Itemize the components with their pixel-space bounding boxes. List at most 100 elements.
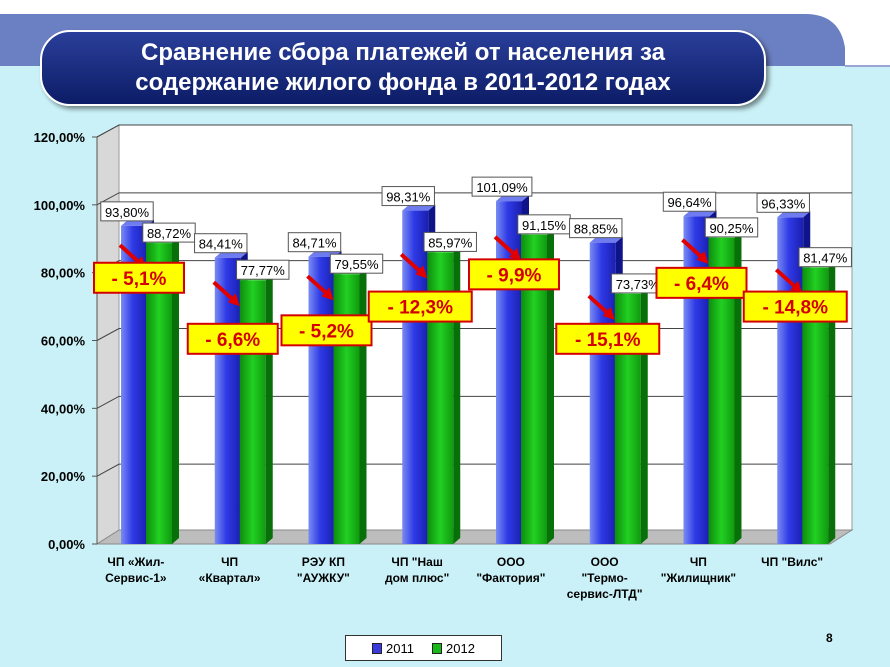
category-label: РЭУ КП xyxy=(302,555,345,569)
bar-2012-side xyxy=(359,268,367,544)
gridline xyxy=(96,192,852,206)
decrease-arrow-head xyxy=(227,293,240,307)
change-label: - 5,2% xyxy=(299,321,354,342)
value-label-2012: 81,47% xyxy=(803,251,848,266)
value-label-2011-box xyxy=(756,192,810,213)
value-label-2012-box xyxy=(704,217,759,238)
decrease-arrow-head xyxy=(602,306,615,320)
change-box xyxy=(655,266,748,299)
decrease-arrow-shaft xyxy=(212,280,236,302)
decrease-arrow-head xyxy=(696,250,709,264)
value-label-2011: 84,71% xyxy=(292,236,337,251)
value-label-2011-box xyxy=(100,201,154,222)
change-label: - 9,9% xyxy=(487,265,542,286)
category-label: ЧП xyxy=(221,555,238,569)
decrease-arrow-shaft xyxy=(587,294,611,316)
change-label: - 6,6% xyxy=(205,330,260,351)
value-label-2011: 101,09% xyxy=(476,180,528,195)
category-label: Сервис-1» xyxy=(105,571,167,585)
page-number: 8 xyxy=(826,631,833,645)
value-label-2011: 96,64% xyxy=(667,195,712,210)
bar-2012-side xyxy=(547,228,554,544)
value-label-2011-box xyxy=(287,232,342,253)
bar-2011 xyxy=(308,256,335,544)
category-label: ЧП «Жил- xyxy=(107,555,164,569)
legend-item-2012: 2012 xyxy=(432,641,475,656)
bar-2012-side xyxy=(265,274,273,544)
value-label-2011-box xyxy=(194,233,248,254)
decrease-arrow-head xyxy=(509,247,521,261)
value-label-2012: 85,97% xyxy=(428,235,473,250)
change-box xyxy=(186,322,279,355)
decrease-arrow-shaft xyxy=(774,268,798,290)
decrease-arrow-shaft xyxy=(493,235,517,257)
value-label-2012: 91,15% xyxy=(522,218,567,233)
legend-swatch-2012 xyxy=(432,642,443,654)
value-label-2012: 77,77% xyxy=(241,263,286,278)
category-label: «Квартал» xyxy=(199,571,261,585)
category-label: дом плюс" xyxy=(385,571,449,585)
change-label: - 14,8% xyxy=(763,298,829,319)
value-label-2012: 73,73% xyxy=(616,277,661,292)
change-label: - 15,1% xyxy=(575,330,641,351)
value-label-2011: 98,31% xyxy=(386,190,431,205)
title-line-2: содержание жилого фонда в 2011-2012 года… xyxy=(135,69,671,96)
value-label-2012-box xyxy=(236,259,290,280)
category-label: ЧП "Вилс" xyxy=(761,555,823,569)
category-label: "Термо- xyxy=(581,571,627,585)
value-label-2012: 88,72% xyxy=(147,226,192,241)
y-tick-label: 80,00% xyxy=(41,266,86,281)
value-label-2011: 84,41% xyxy=(199,237,244,252)
bar-2011 xyxy=(683,216,710,544)
legend-label-2012: 2012 xyxy=(446,640,475,656)
decrease-arrow-shaft xyxy=(118,243,142,265)
decrease-arrow-shaft xyxy=(399,252,423,274)
value-label-2012-box xyxy=(423,231,477,252)
y-tick-label: 60,00% xyxy=(41,334,86,349)
y-tick-label: 40,00% xyxy=(41,401,86,416)
y-tick-label: 120,00% xyxy=(34,130,86,145)
value-label-2012-box xyxy=(142,222,196,243)
category-label: ЧП xyxy=(690,555,707,569)
bar-2012-side xyxy=(172,237,179,544)
value-label-2011: 96,33% xyxy=(761,196,806,211)
value-label-2011: 93,80% xyxy=(105,205,150,220)
category-label: "АУЖКУ" xyxy=(297,571,350,585)
change-box xyxy=(280,314,373,347)
value-label-2011-box xyxy=(471,176,533,197)
value-label-2011-box xyxy=(381,186,435,207)
change-label: - 5,1% xyxy=(112,269,167,290)
decrease-arrow-head xyxy=(321,287,334,301)
change-box xyxy=(93,261,185,294)
decrease-arrow-head xyxy=(415,265,428,279)
value-label-2012: 90,25% xyxy=(709,221,754,236)
value-label-2012-box xyxy=(329,253,384,274)
category-label: ООО xyxy=(497,555,525,569)
value-label-2011: 88,85% xyxy=(574,222,619,237)
bar-2012-side xyxy=(734,231,742,544)
legend-label-2011: 2011 xyxy=(386,640,415,656)
change-box xyxy=(468,258,560,291)
y-tick-label: 20,00% xyxy=(41,469,86,484)
change-box xyxy=(367,290,473,323)
legend-swatch-2011 xyxy=(372,642,383,654)
legend-item-2011: 2011 xyxy=(372,641,414,656)
bar-2011 xyxy=(777,217,804,544)
decrease-arrow-shaft xyxy=(681,238,704,260)
category-label: сервис-ЛТД" xyxy=(567,587,643,601)
decrease-arrow-head xyxy=(790,280,803,294)
value-label-2011-box xyxy=(569,218,623,239)
decrease-arrow-shaft xyxy=(306,274,329,296)
change-box xyxy=(555,322,661,355)
category-label: ЧП "Наш xyxy=(391,555,442,569)
chart-legend: 2011 2012 xyxy=(345,635,502,661)
change-label: - 6,4% xyxy=(674,274,729,295)
gridline xyxy=(96,124,852,138)
bar-2012 xyxy=(239,280,266,544)
y-tick-label: 100,00% xyxy=(34,198,86,213)
change-label: - 12,3% xyxy=(388,298,454,319)
y-tick-label: 0,00% xyxy=(48,537,85,552)
change-box xyxy=(742,290,848,323)
category-label: "Фактория" xyxy=(476,571,545,585)
